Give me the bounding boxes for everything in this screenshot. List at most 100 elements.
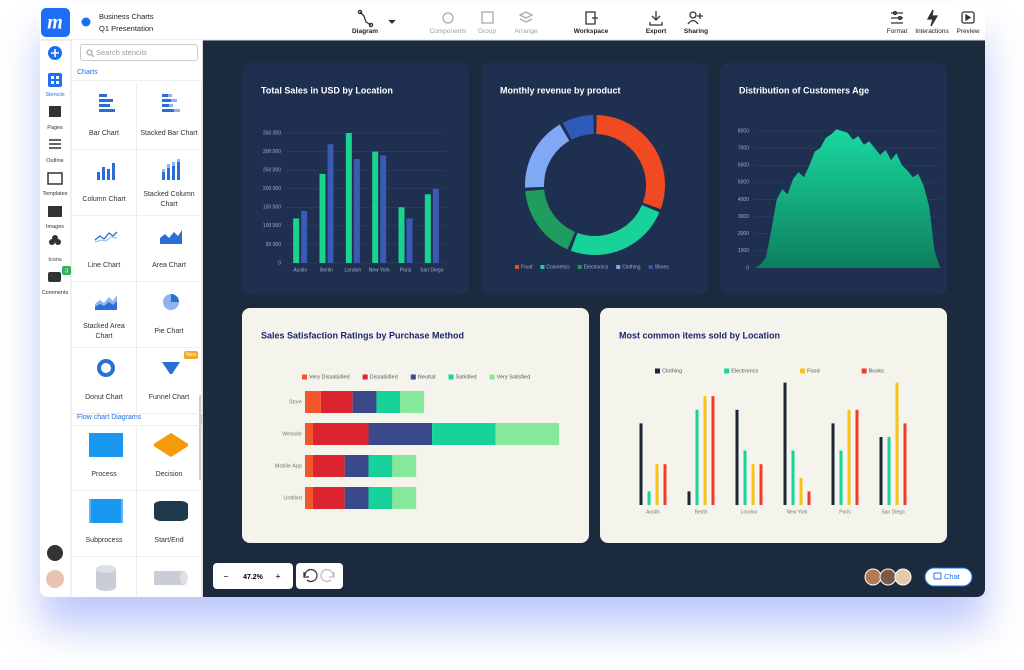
stencil-label: Stacked Bar Chart <box>140 130 198 137</box>
toolbar-item[interactable]: Workspace <box>573 28 609 35</box>
donut-slice <box>570 204 660 255</box>
bar <box>783 382 787 505</box>
doc-title[interactable]: Business Charts <box>99 12 154 21</box>
stencil-item[interactable]: Start/End <box>137 491 202 557</box>
zoom-in[interactable]: + <box>275 571 280 581</box>
stencil-item[interactable] <box>72 557 137 597</box>
toolbar-item[interactable]: Diagram <box>351 28 378 35</box>
stencil-item[interactable]: Donut Chart <box>72 348 137 414</box>
rail-tab[interactable]: Stencils <box>45 92 65 98</box>
legend-swatch <box>362 374 368 380</box>
bar-segment <box>432 423 496 445</box>
rail-tab[interactable]: Templates <box>42 191 68 197</box>
bar-segment <box>312 487 345 509</box>
stencil-item[interactable]: Stacked Column Chart <box>137 150 202 216</box>
bar <box>372 151 379 263</box>
stencil-item[interactable]: Funnel Chart New <box>137 348 202 414</box>
stencil-item[interactable]: Area Chart <box>137 216 202 282</box>
y-tick-label: 200 000 <box>263 186 281 192</box>
toolbar-item[interactable]: Format <box>886 28 908 35</box>
toolbar-item[interactable]: Export <box>645 28 667 35</box>
stencil-icon <box>97 163 115 180</box>
search-box[interactable]: Search stencils <box>80 44 198 61</box>
bar <box>895 382 899 505</box>
rail-icons[interactable] <box>46 73 71 588</box>
bar <box>353 159 360 263</box>
redo-icon[interactable] <box>320 568 335 583</box>
bar <box>735 409 739 505</box>
stencil-label: Decision <box>155 471 183 478</box>
undo-icon[interactable] <box>303 568 318 583</box>
rail-tab[interactable]: Outline <box>46 158 64 164</box>
section-header[interactable]: Charts <box>72 66 202 81</box>
stencil-icon <box>154 571 188 585</box>
x-tick-label: San Diego <box>881 509 905 515</box>
stencil-item[interactable]: Stacked Bar Chart <box>137 84 202 150</box>
legend-swatch <box>800 368 806 374</box>
rail-tab[interactable]: Pages <box>47 125 63 131</box>
rail-tab[interactable]: Icons <box>48 257 62 263</box>
toolbar-item[interactable]: Arrange <box>514 28 538 35</box>
stencil-icon <box>89 499 123 523</box>
toolbar-item[interactable]: Group <box>477 28 497 35</box>
stencil-icon <box>89 433 123 457</box>
bar <box>879 437 883 505</box>
toolbar-item[interactable]: Interactions <box>915 28 949 35</box>
scrollbar[interactable] <box>199 395 202 480</box>
bar <box>639 423 643 505</box>
zoom-level[interactable]: 47.2% <box>243 574 264 581</box>
doc-subtitle: Q1 Presentation <box>99 24 154 33</box>
stencil-item[interactable]: Bar Chart <box>72 84 137 150</box>
bar <box>424 194 431 263</box>
section-header[interactable]: Flow chart Diagrams <box>72 412 202 426</box>
bar <box>743 450 747 505</box>
legend-label: Clothing <box>622 264 641 270</box>
bar-segment <box>305 423 313 445</box>
globe-icon[interactable] <box>81 17 91 27</box>
bar <box>791 450 795 505</box>
stencil-item[interactable]: Line Chart <box>72 216 137 282</box>
y-tick-label: 350 000 <box>263 130 281 136</box>
rail-tab[interactable]: Images <box>45 224 65 230</box>
stencil-item[interactable]: Column Chart <box>72 150 137 216</box>
bar-segment <box>392 487 417 509</box>
bar-segment <box>368 423 433 445</box>
y-tick-label: 0 <box>746 265 749 271</box>
bar <box>319 173 326 263</box>
stencil-item[interactable]: Process <box>72 425 137 491</box>
bar-segment <box>495 423 560 445</box>
search-icon <box>86 49 94 57</box>
chat-label[interactable]: Chat <box>944 572 961 581</box>
legend-swatch <box>577 265 582 269</box>
stencil-item[interactable]: Decision <box>137 425 202 491</box>
stencil-item[interactable]: Pie Chart <box>137 282 202 348</box>
chart-title: Most common items sold by Location <box>619 330 780 340</box>
legend-label: Very Satisfied <box>497 374 531 380</box>
bar <box>432 188 439 263</box>
rail-tab[interactable]: Comments <box>41 290 69 296</box>
donut-slice <box>525 189 576 250</box>
collaborators[interactable] <box>864 568 912 586</box>
logo[interactable]: m <box>47 12 63 34</box>
toolbar-item[interactable]: Preview <box>956 28 980 35</box>
legend-swatch <box>489 374 495 380</box>
toolbar-item[interactable]: Sharing <box>683 28 709 35</box>
stencil-item[interactable]: Subprocess <box>72 491 137 557</box>
bar <box>663 464 667 505</box>
stencil-panel: Search stencils Charts Bar Chart Stacked … <box>72 40 203 597</box>
y-tick-label: 300 000 <box>263 149 281 155</box>
undo-box <box>296 563 343 589</box>
toolbar-item[interactable]: Components <box>429 28 467 35</box>
logo-bg[interactable] <box>41 8 70 37</box>
stencil-label: Subprocess <box>85 537 123 544</box>
area <box>755 129 940 268</box>
x-tick-label: Berlin <box>695 509 708 515</box>
stencil-item[interactable]: Stacked Area Chart <box>72 282 137 348</box>
y-tick-label: 250 000 <box>263 167 281 173</box>
stencil-icon <box>95 295 117 310</box>
zoom-out[interactable]: − <box>223 571 228 581</box>
stencil-item[interactable] <box>137 557 202 597</box>
stencil-icon <box>154 501 188 521</box>
bar <box>799 477 803 505</box>
